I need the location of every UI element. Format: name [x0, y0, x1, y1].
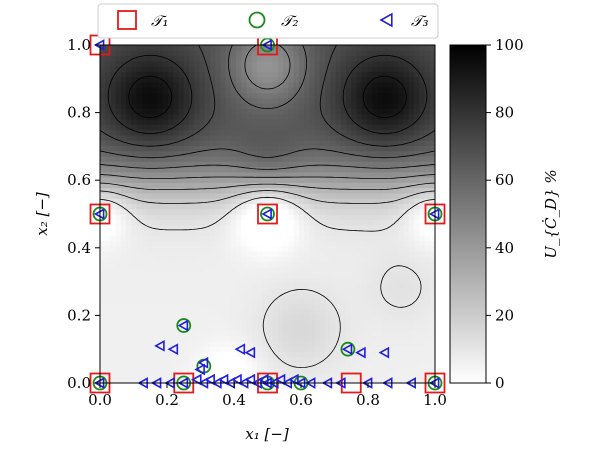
series-3-point-23 [191, 373, 202, 386]
y-axis: 0.0 0.2 0.4 0.6 0.8 1.0 [67, 36, 100, 392]
y-tick-label-0.8: 0.8 [67, 104, 91, 122]
cbar-tick-label-100: 100 [495, 36, 524, 54]
legend-item-1: 𝒯₁ [117, 10, 169, 30]
series-3-point-8 [167, 343, 179, 356]
legend-label-1: 𝒯₁ [151, 12, 169, 30]
x-tick-label-0.2: 0.2 [155, 391, 179, 409]
cbar-tick-label-80: 80 [495, 104, 514, 122]
series-1-point-3 [257, 203, 278, 225]
legend-marker-1 [117, 10, 137, 30]
legend-marker-3 [379, 12, 393, 28]
contour-40 [100, 174, 435, 179]
cbar-tick-label-20: 20 [495, 306, 514, 324]
y-axis-label: x₂ [−] [33, 192, 51, 236]
contour-80 [107, 54, 428, 134]
legend-box [97, 3, 439, 39]
contour-30 [100, 182, 435, 190]
x-tick-label-0.6: 0.6 [289, 391, 313, 409]
x-tick-label-0.0: 0.0 [88, 391, 112, 409]
contour-20 [100, 190, 435, 204]
series-3-point-11 [355, 346, 366, 359]
legend-label-3: 𝒯₃ [411, 12, 429, 30]
colorbar [449, 44, 487, 384]
series-3-point-25 [204, 373, 215, 386]
cbar-tick-label-60: 60 [495, 171, 514, 189]
contour-90 [128, 75, 407, 118]
series-3-point-27 [217, 373, 229, 386]
contour-60 [100, 45, 435, 159]
y-tick-label-1.0: 1.0 [67, 36, 91, 54]
x-tick-label-0.8: 0.8 [356, 391, 380, 409]
series-3-point-3 [261, 208, 272, 220]
series-3-point-10 [244, 346, 256, 359]
cbar-tick-label-40: 40 [495, 239, 514, 257]
contour-70 [100, 45, 435, 147]
series-3-point-37 [288, 373, 299, 386]
series-3-point-33 [258, 373, 269, 386]
series-3-point-6 [341, 343, 353, 356]
x-axis-label: x₁ [−] [245, 425, 289, 443]
y-tick-label-0.4: 0.4 [67, 239, 91, 257]
series-3-point-35 [274, 373, 286, 386]
series-3-point-31 [244, 373, 256, 386]
series-2-point-2 [260, 206, 275, 222]
x-tick-label-1.0: 1.0 [423, 391, 447, 409]
colorbar-label: U_{Ċ_D} % [542, 169, 560, 258]
series-3-point-5 [177, 319, 189, 332]
legend-item-2: 𝒯₂ [248, 11, 299, 30]
contour-10 [100, 196, 435, 368]
series-3-point-12 [378, 346, 390, 359]
contour-lines [100, 45, 435, 368]
series-3-point-9 [234, 343, 246, 356]
series-3-point-7 [154, 339, 165, 352]
series-3-point-14 [194, 363, 205, 376]
y-tick-label-0.2: 0.2 [67, 306, 91, 324]
x-axis: 0.0 0.2 0.4 0.6 0.8 1.0 [88, 383, 447, 409]
series-3-point-29 [231, 373, 242, 386]
y-tick-label-0.6: 0.6 [67, 171, 91, 189]
series-2-point-5 [340, 341, 356, 357]
y-tick-label-0.0: 0.0 [67, 374, 91, 392]
legend-label-2: 𝒯₂ [281, 12, 299, 30]
legend-marker-2 [248, 11, 266, 29]
heatmap-field [100, 45, 435, 383]
cbar-tick-label-0: 0 [495, 374, 505, 392]
legend: 𝒯₁ 𝒯₂ 𝒯₃ [97, 3, 439, 39]
colorbar-axis: 0 20 40 60 80 100 [486, 36, 524, 392]
x-tick-label-0.4: 0.4 [222, 391, 246, 409]
contour-50 [100, 45, 435, 170]
plot-frame [99, 44, 436, 384]
series-2-point-4 [176, 318, 192, 333]
legend-item-3: 𝒯₃ [379, 12, 429, 30]
